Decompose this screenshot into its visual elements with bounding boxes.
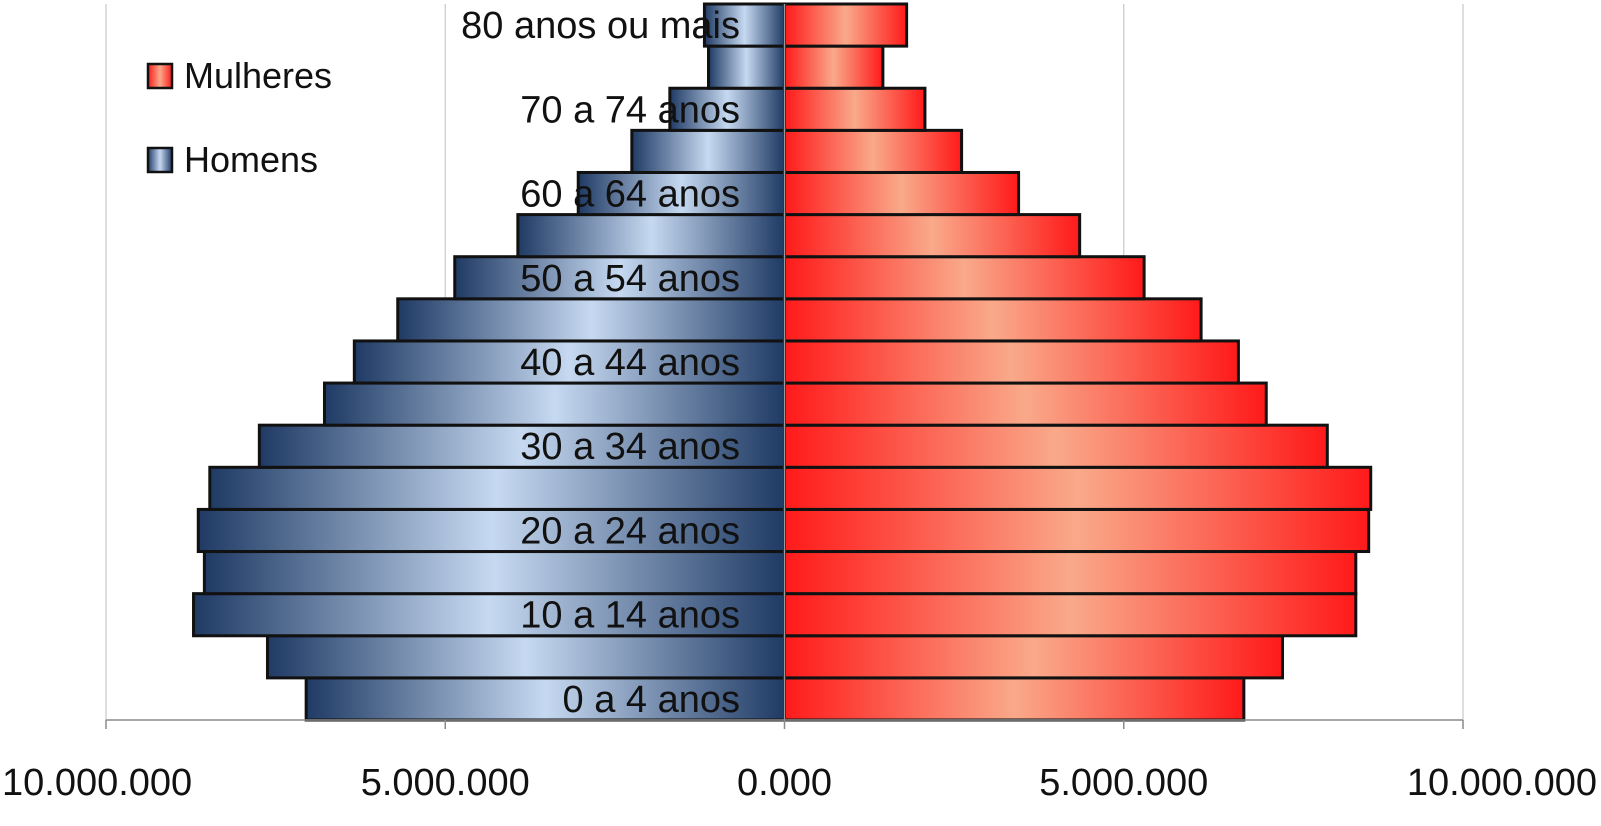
bar-homens	[322, 381, 786, 427]
bar-mulheres	[783, 170, 1021, 217]
bar-mulheres	[783, 213, 1082, 259]
x-axis: 10.000.000 5.000.000 0.000 5.000.000 10.000.…	[2, 719, 1597, 804]
x-tick-label: 5.000.000	[361, 762, 530, 804]
bar-homens	[396, 297, 786, 343]
legend-swatch-mulheres	[146, 62, 174, 90]
bar-homens	[208, 465, 787, 511]
bar-mulheres	[783, 339, 1240, 385]
category-label: 70 a 74 anos	[520, 89, 740, 131]
category-labels: 0 a 4 anos 10 a 14 anos 20 a 24 anos 30 a 3…	[461, 5, 740, 721]
bar-mulheres	[783, 550, 1358, 596]
category-label: 0 a 4 anos	[563, 679, 740, 721]
bar-mulheres	[783, 465, 1373, 511]
legend-swatch-homens	[146, 146, 174, 174]
legend: Mulheres Homens	[146, 55, 332, 180]
bars	[192, 2, 1373, 722]
bar-homens	[630, 128, 787, 174]
x-tick-label: 10.000.000	[1407, 762, 1597, 804]
bar-homens	[265, 634, 787, 680]
category-label: 80 anos ou mais	[461, 5, 740, 47]
bar-mulheres	[783, 297, 1203, 343]
x-tick-label: 0.000	[737, 762, 832, 804]
bar-mulheres	[783, 2, 909, 48]
category-label: 20 a 24 anos	[520, 510, 740, 552]
category-label: 30 a 34 anos	[520, 426, 740, 468]
category-label: 40 a 44 anos	[520, 342, 740, 384]
category-label: 60 a 64 anos	[520, 174, 740, 216]
bar-mulheres	[783, 128, 964, 174]
bar-homens	[304, 676, 786, 722]
bar-homens	[202, 550, 786, 596]
category-label: 10 a 14 anos	[520, 595, 740, 637]
bar-mulheres	[783, 676, 1246, 722]
bar-homens	[257, 423, 786, 469]
bar-homens	[707, 44, 786, 90]
bar-homens	[192, 592, 787, 638]
bar-mulheres	[783, 255, 1146, 301]
bar-mulheres	[783, 381, 1268, 427]
category-label: 50 a 54 anos	[520, 258, 740, 300]
bar-homens	[516, 213, 786, 259]
bar-mulheres	[783, 44, 885, 90]
bar-mulheres	[783, 423, 1329, 469]
x-tick-label: 10.000.000	[2, 762, 192, 804]
legend-label: Homens	[184, 139, 318, 180]
bar-mulheres	[783, 86, 927, 132]
x-tick-label: 5.000.000	[1039, 762, 1208, 804]
bar-mulheres	[783, 592, 1358, 638]
legend-label: Mulheres	[184, 55, 332, 96]
bar-mulheres	[783, 507, 1371, 554]
bar-mulheres	[783, 634, 1285, 680]
